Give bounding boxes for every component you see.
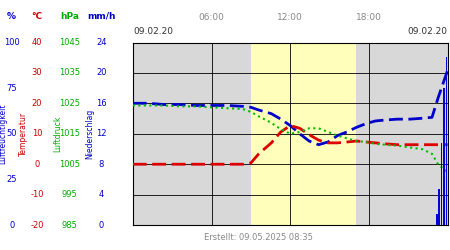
Text: 25: 25 (6, 175, 17, 184)
Text: -20: -20 (30, 220, 44, 230)
Text: 40: 40 (32, 38, 42, 47)
Text: 50: 50 (6, 129, 17, 138)
Text: 24: 24 (96, 38, 107, 47)
Text: 06:00: 06:00 (198, 13, 225, 22)
Text: 0: 0 (99, 220, 104, 230)
Text: 1035: 1035 (59, 68, 80, 78)
Text: 985: 985 (62, 220, 78, 230)
Text: 30: 30 (32, 68, 42, 78)
Text: -10: -10 (30, 190, 44, 199)
Text: %: % (7, 12, 16, 21)
Text: 20: 20 (32, 99, 42, 108)
Text: Luftfeuchtigkeit: Luftfeuchtigkeit (0, 104, 8, 164)
Text: 12:00: 12:00 (277, 13, 303, 22)
Bar (438, 188, 440, 225)
Text: Luftdruck: Luftdruck (53, 116, 62, 152)
Text: 1045: 1045 (59, 38, 80, 47)
Text: 20: 20 (96, 68, 107, 78)
Text: 1005: 1005 (59, 160, 80, 169)
Text: 16: 16 (96, 99, 107, 108)
Bar (251, 42, 356, 225)
Text: 18:00: 18:00 (356, 13, 382, 22)
Text: hPa: hPa (60, 12, 79, 21)
Text: mm/h: mm/h (87, 12, 116, 21)
Bar (443, 88, 445, 225)
Text: 1015: 1015 (59, 129, 80, 138)
Bar (446, 57, 447, 225)
Text: 4: 4 (99, 190, 104, 199)
Text: 8: 8 (99, 160, 104, 169)
Text: Erstellt: 09.05.2025 08:35: Erstellt: 09.05.2025 08:35 (204, 233, 313, 242)
Text: 995: 995 (62, 190, 77, 199)
Text: 12: 12 (96, 129, 107, 138)
Bar (441, 143, 442, 225)
Text: 09.02.20: 09.02.20 (133, 28, 173, 36)
Text: 0: 0 (9, 220, 14, 230)
Text: 0: 0 (34, 160, 40, 169)
Text: Temperatur: Temperatur (19, 112, 28, 156)
Bar (436, 214, 438, 225)
Text: 75: 75 (6, 84, 17, 92)
Text: 09.02.20: 09.02.20 (407, 28, 447, 36)
Text: °C: °C (32, 12, 42, 21)
Text: 1025: 1025 (59, 99, 80, 108)
Text: Niederschlag: Niederschlag (86, 108, 94, 159)
Text: 10: 10 (32, 129, 42, 138)
Text: 100: 100 (4, 38, 20, 47)
